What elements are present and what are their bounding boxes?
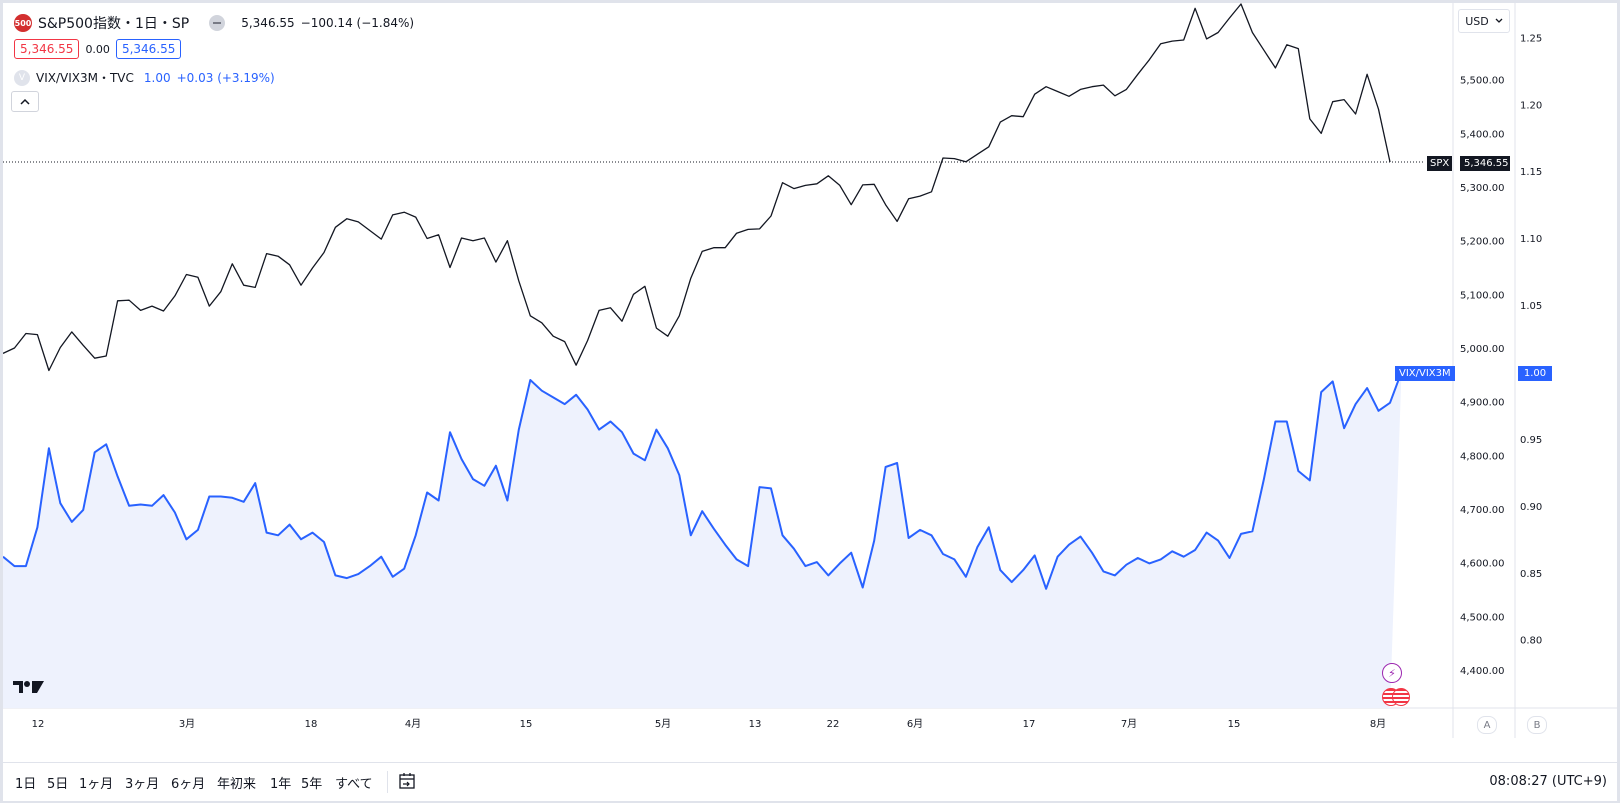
tradingview-logo[interactable] — [13, 679, 45, 699]
vix-axis-tick-label: 1.20 — [1520, 100, 1542, 111]
symbol-logo: 500 — [14, 14, 32, 32]
main-legend: 500 S&P500指数・1日・SP 5,346.55 −100.14 (−1.… — [14, 13, 414, 33]
time-axis-tick-label: 15 — [520, 719, 533, 730]
clock-timezone[interactable]: 08:08:27 (UTC+9) — [1489, 774, 1607, 789]
vix-axis-tick-label: 0.80 — [1520, 636, 1542, 647]
time-axis-tick-label: 15 — [1228, 719, 1241, 730]
range-button-4[interactable]: 6ヶ月 — [171, 777, 206, 792]
bid-price[interactable]: 5,346.55 — [14, 39, 80, 59]
range-button-2[interactable]: 1ヶ月 — [79, 777, 114, 792]
vix-axis-tick-label: 1.10 — [1520, 234, 1542, 245]
compare-value: 1.00 — [143, 70, 171, 85]
time-axis-tick-label: 4月 — [405, 718, 421, 730]
spx-axis-tick-label: 4,600.00 — [1460, 559, 1505, 570]
time-axis-tick-label: 17 — [1023, 719, 1036, 730]
ask-price[interactable]: 5,346.55 — [115, 39, 182, 59]
time-axis-tick-label: 6月 — [907, 718, 923, 730]
time-axis-tick-label: 12 — [32, 719, 45, 730]
compare-change: +0.03 (+3.19%) — [176, 70, 275, 85]
vix-series-line[interactable] — [3, 371, 1403, 590]
compare-legend: V VIX/VIX3M・TVC 1.00 +0.03 (+3.19%) — [14, 69, 275, 86]
bottom-toolbar: 1日 5日 1ヶ月 3ヶ月 6ヶ月 年初来 1年 5年 すべて 08:08:27 (UTC+9) — [3, 762, 1617, 801]
quote-row: 5,346.55 0.00 5,346.55 — [14, 39, 182, 59]
chevron-up-icon — [20, 98, 30, 105]
symbol-title[interactable]: S&P500指数・1日・SP — [38, 16, 190, 32]
vix-axis-tick-label: 1.25 — [1520, 33, 1542, 44]
time-axis-tick-label: 8月 — [1370, 718, 1386, 730]
time-axis-tick-label: 7月 — [1121, 718, 1137, 730]
vix-value-tag: 1.00 — [1518, 366, 1552, 381]
range-button-8[interactable]: すべて — [335, 777, 373, 792]
spx-axis-tick-label: 4,800.00 — [1460, 451, 1505, 462]
vix-area-fill — [3, 372, 1402, 708]
spx-axis-tick-label: 4,900.00 — [1460, 398, 1505, 409]
vix-axis-tick-label: 0.90 — [1520, 502, 1542, 513]
spread-value: 0.00 — [85, 42, 110, 56]
spx-axis-tick-label: 4,400.00 — [1460, 666, 1505, 677]
goto-date-button[interactable] — [397, 771, 417, 795]
events-icon[interactable]: ⚡ — [1382, 663, 1402, 683]
time-axis-tick-label: 18 — [305, 719, 318, 730]
price-change: −100.14 (−1.84%) — [300, 16, 415, 30]
spx-axis-tick-label: 4,700.00 — [1460, 505, 1505, 516]
vix-axis-tick-label: 1.15 — [1520, 167, 1542, 178]
collapse-legend-button[interactable] — [11, 91, 39, 112]
vix-axis-tick-label: 0.95 — [1520, 435, 1542, 446]
range-button-6[interactable]: 1年 — [270, 777, 292, 792]
range-button-3[interactable]: 3ヶ月 — [125, 777, 160, 792]
compare-symbol-icon: V — [14, 69, 30, 86]
auto-scale-button[interactable]: A — [1477, 716, 1497, 734]
range-button-0[interactable]: 1日 — [15, 777, 37, 792]
spx-label-tag: SPX — [1427, 156, 1453, 171]
currency-select[interactable]: USD — [1458, 9, 1510, 33]
log-scale-button[interactable]: B — [1527, 716, 1547, 734]
spx-axis-tick-label: 5,400.00 — [1460, 129, 1505, 140]
chart-frame: 500 S&P500指数・1日・SP 5,346.55 −100.14 (−1.… — [3, 3, 1617, 800]
time-axis-tick-label: 13 — [749, 719, 762, 730]
tv-logo-icon — [13, 681, 44, 693]
last-price: 5,346.55 — [241, 16, 295, 30]
chevron-down-icon — [1495, 18, 1503, 23]
time-axis-tick-label: 22 — [827, 719, 840, 730]
currency-label: USD — [1465, 14, 1489, 28]
spx-axis-tick-label: 5,100.00 — [1460, 290, 1505, 301]
price-chart[interactable]: 4,400.00 4,500.00 4,600.00 4,700.00 4,800.00… — [3, 3, 1617, 743]
spx-axis-tick-label: 5,200.00 — [1460, 237, 1505, 248]
spx-axis-tick-label: 5,000.00 — [1460, 344, 1505, 355]
separator — [387, 771, 388, 793]
spx-axis-tick-label: 5,300.00 — [1460, 183, 1505, 194]
economic-event-flag-icon[interactable] — [1382, 688, 1410, 706]
range-button-5[interactable]: 年初来 — [217, 777, 257, 792]
vix-axis-tick-label: 0.85 — [1520, 569, 1542, 580]
spx-series-line[interactable] — [3, 3, 1391, 372]
range-button-1[interactable]: 5日 — [47, 777, 69, 792]
hide-indicator-icon[interactable] — [209, 15, 226, 31]
spx-value-tag: 5,346.55 — [1460, 156, 1510, 171]
vix-axis-tick-label: 1.05 — [1520, 301, 1542, 312]
time-axis-tick-label: 3月 — [179, 718, 195, 730]
spx-axis-tick-label: 4,500.00 — [1460, 612, 1505, 623]
time-axis-tick-label: 5月 — [655, 718, 671, 730]
calendar-goto-icon — [399, 773, 415, 789]
compare-label[interactable]: VIX/VIX3M・TVC — [36, 71, 134, 85]
vix-label-tag: VIX/VIX3M — [1395, 366, 1455, 381]
range-button-7[interactable]: 5年 — [301, 777, 323, 792]
spx-axis-tick-label: 5,500.00 — [1460, 76, 1505, 87]
